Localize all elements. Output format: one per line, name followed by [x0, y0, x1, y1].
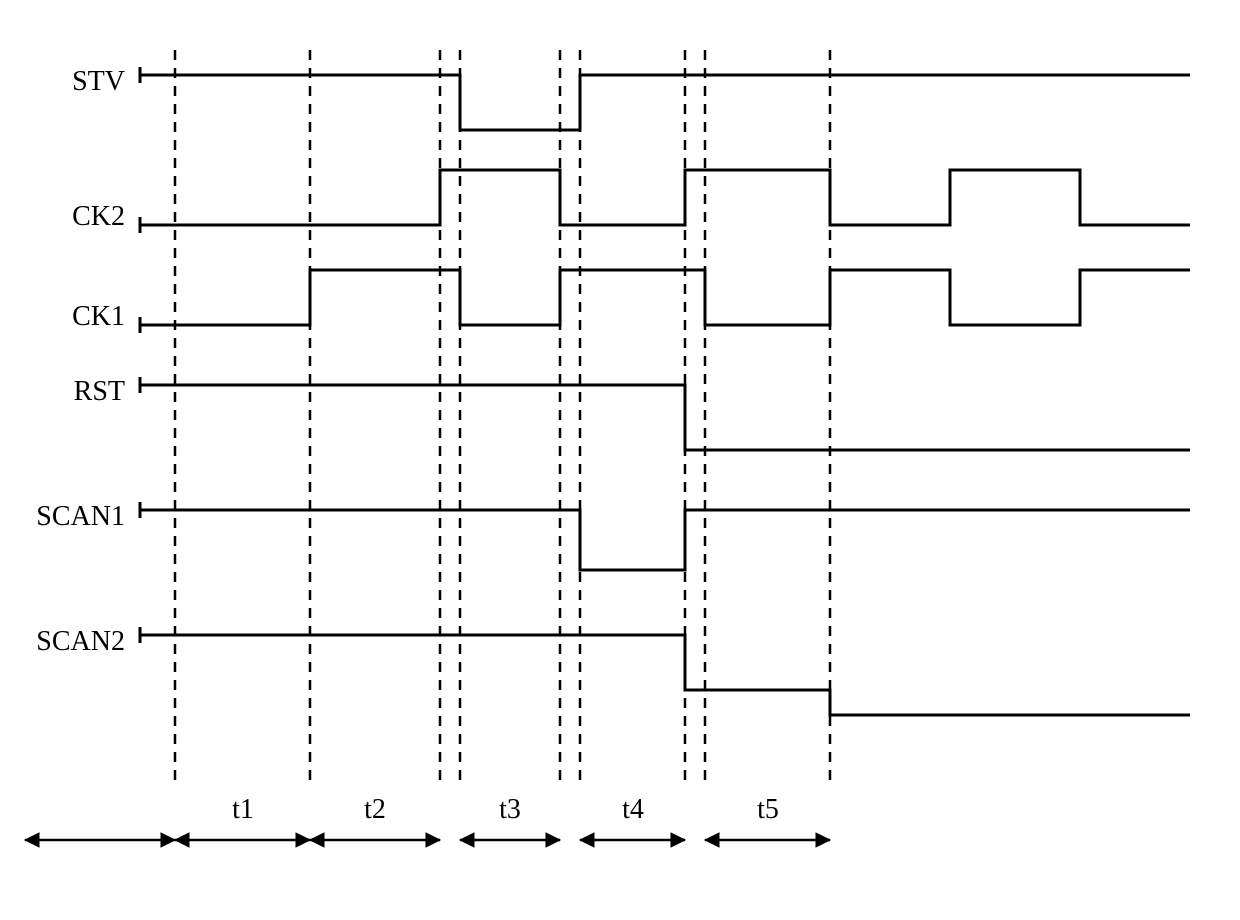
- label-ck1: CK1: [15, 301, 125, 333]
- label-scan1: SCAN1: [15, 501, 125, 533]
- time-label-t1: t1: [213, 794, 273, 826]
- timing-svg: [0, 0, 1240, 920]
- timing-diagram: STV CK2 CK1 RST SCAN1 SCAN2 t1 t2 t3 t4 …: [0, 0, 1240, 920]
- label-scan2: SCAN2: [15, 626, 125, 658]
- label-rst: RST: [15, 376, 125, 408]
- label-stv: STV: [15, 66, 125, 98]
- time-label-t4: t4: [603, 794, 663, 826]
- time-label-t3: t3: [480, 794, 540, 826]
- time-label-t2: t2: [345, 794, 405, 826]
- label-ck2: CK2: [15, 201, 125, 233]
- time-label-t5: t5: [738, 794, 798, 826]
